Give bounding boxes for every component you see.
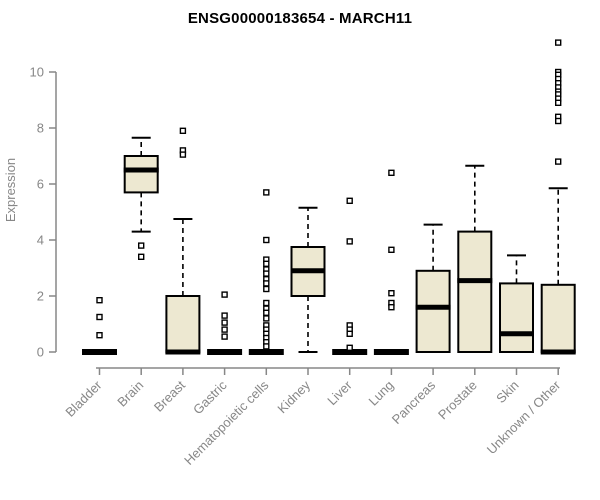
outlier-point [263,236,270,244]
outlier-point [263,309,270,316]
outlier-point [388,246,395,254]
outlier-point [137,253,145,261]
x-tick-label: Breast [151,377,188,414]
outlier-point [263,280,270,287]
outlier-point [179,127,187,135]
outlier-point [263,343,270,350]
box-bladder [82,297,117,355]
outlier-point [346,197,353,205]
y-axis: 0 2 4 6 8 10 Expression [3,65,57,360]
iqr-box [499,282,534,353]
outlier-point [221,326,228,333]
y-tick-label: 8 [37,121,44,136]
outlier-point [96,313,103,321]
y-tick-label: 2 [37,289,44,304]
outlier-point [96,332,103,339]
box-liver [332,197,368,355]
box-gastric [207,291,243,355]
outlier-point [388,290,395,297]
y-tick-label: 0 [37,345,44,360]
box-pancreas [415,223,451,353]
box-brain [123,136,159,261]
box-lung [373,169,409,355]
iqr-box [165,295,201,353]
outlier-point [555,99,562,107]
chart-title: ENSG00000183654 - MARCH11 [187,10,413,27]
x-tick-label: Pancreas [389,377,439,427]
x-tick-label: Bladder [62,377,105,420]
outlier-point [263,285,270,293]
outlier-point [388,169,395,177]
box-unknown-other [540,39,576,355]
outlier-point [388,304,395,311]
x-tick-label: Lung [365,378,396,409]
outlier-point [346,344,353,351]
y-tick-label: 4 [37,233,44,248]
x-tick-label: Unknown / Other [484,377,564,457]
box-prostate [457,164,493,354]
x-tick-label: Liver [324,377,355,408]
box-skin [499,254,534,353]
outlier-point [346,238,353,245]
outlier-point [263,260,270,267]
outlier-point [221,333,228,340]
outlier-point [263,270,270,277]
y-axis-title: Expression [3,158,18,222]
outlier-point [221,291,228,298]
outlier-point [555,39,562,46]
y-tick-label: 6 [37,177,44,192]
box-breast [165,127,201,355]
box-kidney [290,206,326,353]
outlier-point [221,312,228,319]
x-tick-label: Prostate [435,378,480,423]
outlier-point [179,151,187,158]
x-tick-label: Kidney [274,377,313,416]
outlier-point [263,315,270,322]
iqr-box [123,155,159,194]
outlier-point [221,319,228,326]
outlier-point [137,242,145,249]
iqr-box [457,230,493,354]
box-hematopoietic-cells [248,189,284,355]
outlier-point [263,189,270,196]
outlier-point [555,158,562,165]
outlier-point [555,117,562,125]
iqr-box [540,283,576,353]
outlier-point [263,299,270,307]
y-tick-label: 10 [30,65,44,80]
x-tick-label: Skin [493,378,521,406]
iqr-box [415,269,451,353]
x-tick-label: Brain [114,378,146,410]
outlier-point [346,330,353,337]
outlier-point [96,297,103,304]
x-tick-label: Gastric [190,377,230,417]
